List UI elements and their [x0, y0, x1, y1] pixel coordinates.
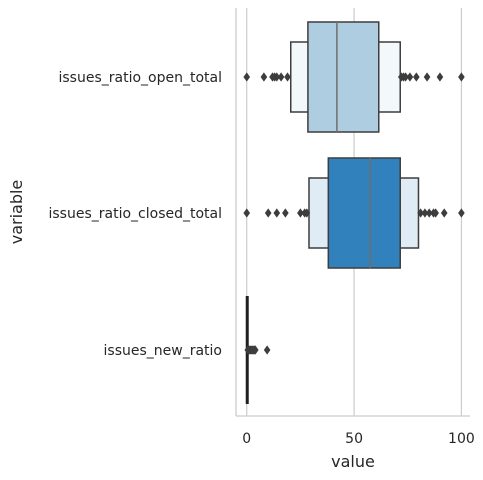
outlier-point: [243, 208, 251, 218]
outlier-point: [440, 208, 448, 218]
outlier-point: [406, 72, 414, 82]
outlier-point: [284, 72, 291, 82]
boxen-group: [243, 21, 465, 133]
outlier-point: [458, 72, 465, 82]
y-axis-title: variable: [7, 180, 26, 245]
y-tick-label: issues_ratio_closed_total: [49, 206, 223, 222]
outlier-point: [432, 208, 439, 218]
axes: [235, 8, 470, 417]
outlier-point: [421, 208, 429, 218]
x-tick-label: 100: [448, 431, 475, 447]
outlier-point: [243, 72, 251, 82]
outlier-point: [252, 345, 259, 355]
x-axis-title: value: [331, 452, 375, 471]
outlier-point: [413, 72, 420, 82]
boxen-plot-area: [243, 21, 465, 404]
x-tick-labels: 0 50 100: [242, 431, 475, 447]
outlier-point: [273, 72, 281, 82]
outlier-point: [263, 345, 271, 355]
outlier-point: [402, 72, 409, 82]
boxen-group: [244, 296, 271, 404]
boxen-box: [327, 157, 401, 269]
outlier-point: [423, 72, 431, 82]
x-tick-label: 50: [345, 431, 363, 447]
outlier-point: [273, 208, 281, 218]
outlier-point: [260, 72, 268, 82]
y-tick-label: issues_ratio_open_total: [59, 70, 223, 86]
outlier-point: [297, 208, 304, 218]
outlier-point: [277, 72, 285, 82]
outlier-point: [282, 208, 289, 218]
y-tick-label: issues_new_ratio: [104, 343, 222, 359]
x-tick-label: 0: [242, 431, 251, 447]
outlier-point: [417, 208, 424, 218]
boxen-box: [307, 21, 380, 133]
y-tick-labels: issues_ratio_open_total issues_ratio_clos…: [49, 70, 223, 359]
outlier-point: [264, 208, 272, 218]
boxen-group: [243, 157, 465, 269]
outlier-point: [436, 72, 444, 82]
outlier-point: [425, 208, 433, 218]
outlier-point: [458, 208, 465, 218]
outlier-point: [303, 208, 311, 218]
